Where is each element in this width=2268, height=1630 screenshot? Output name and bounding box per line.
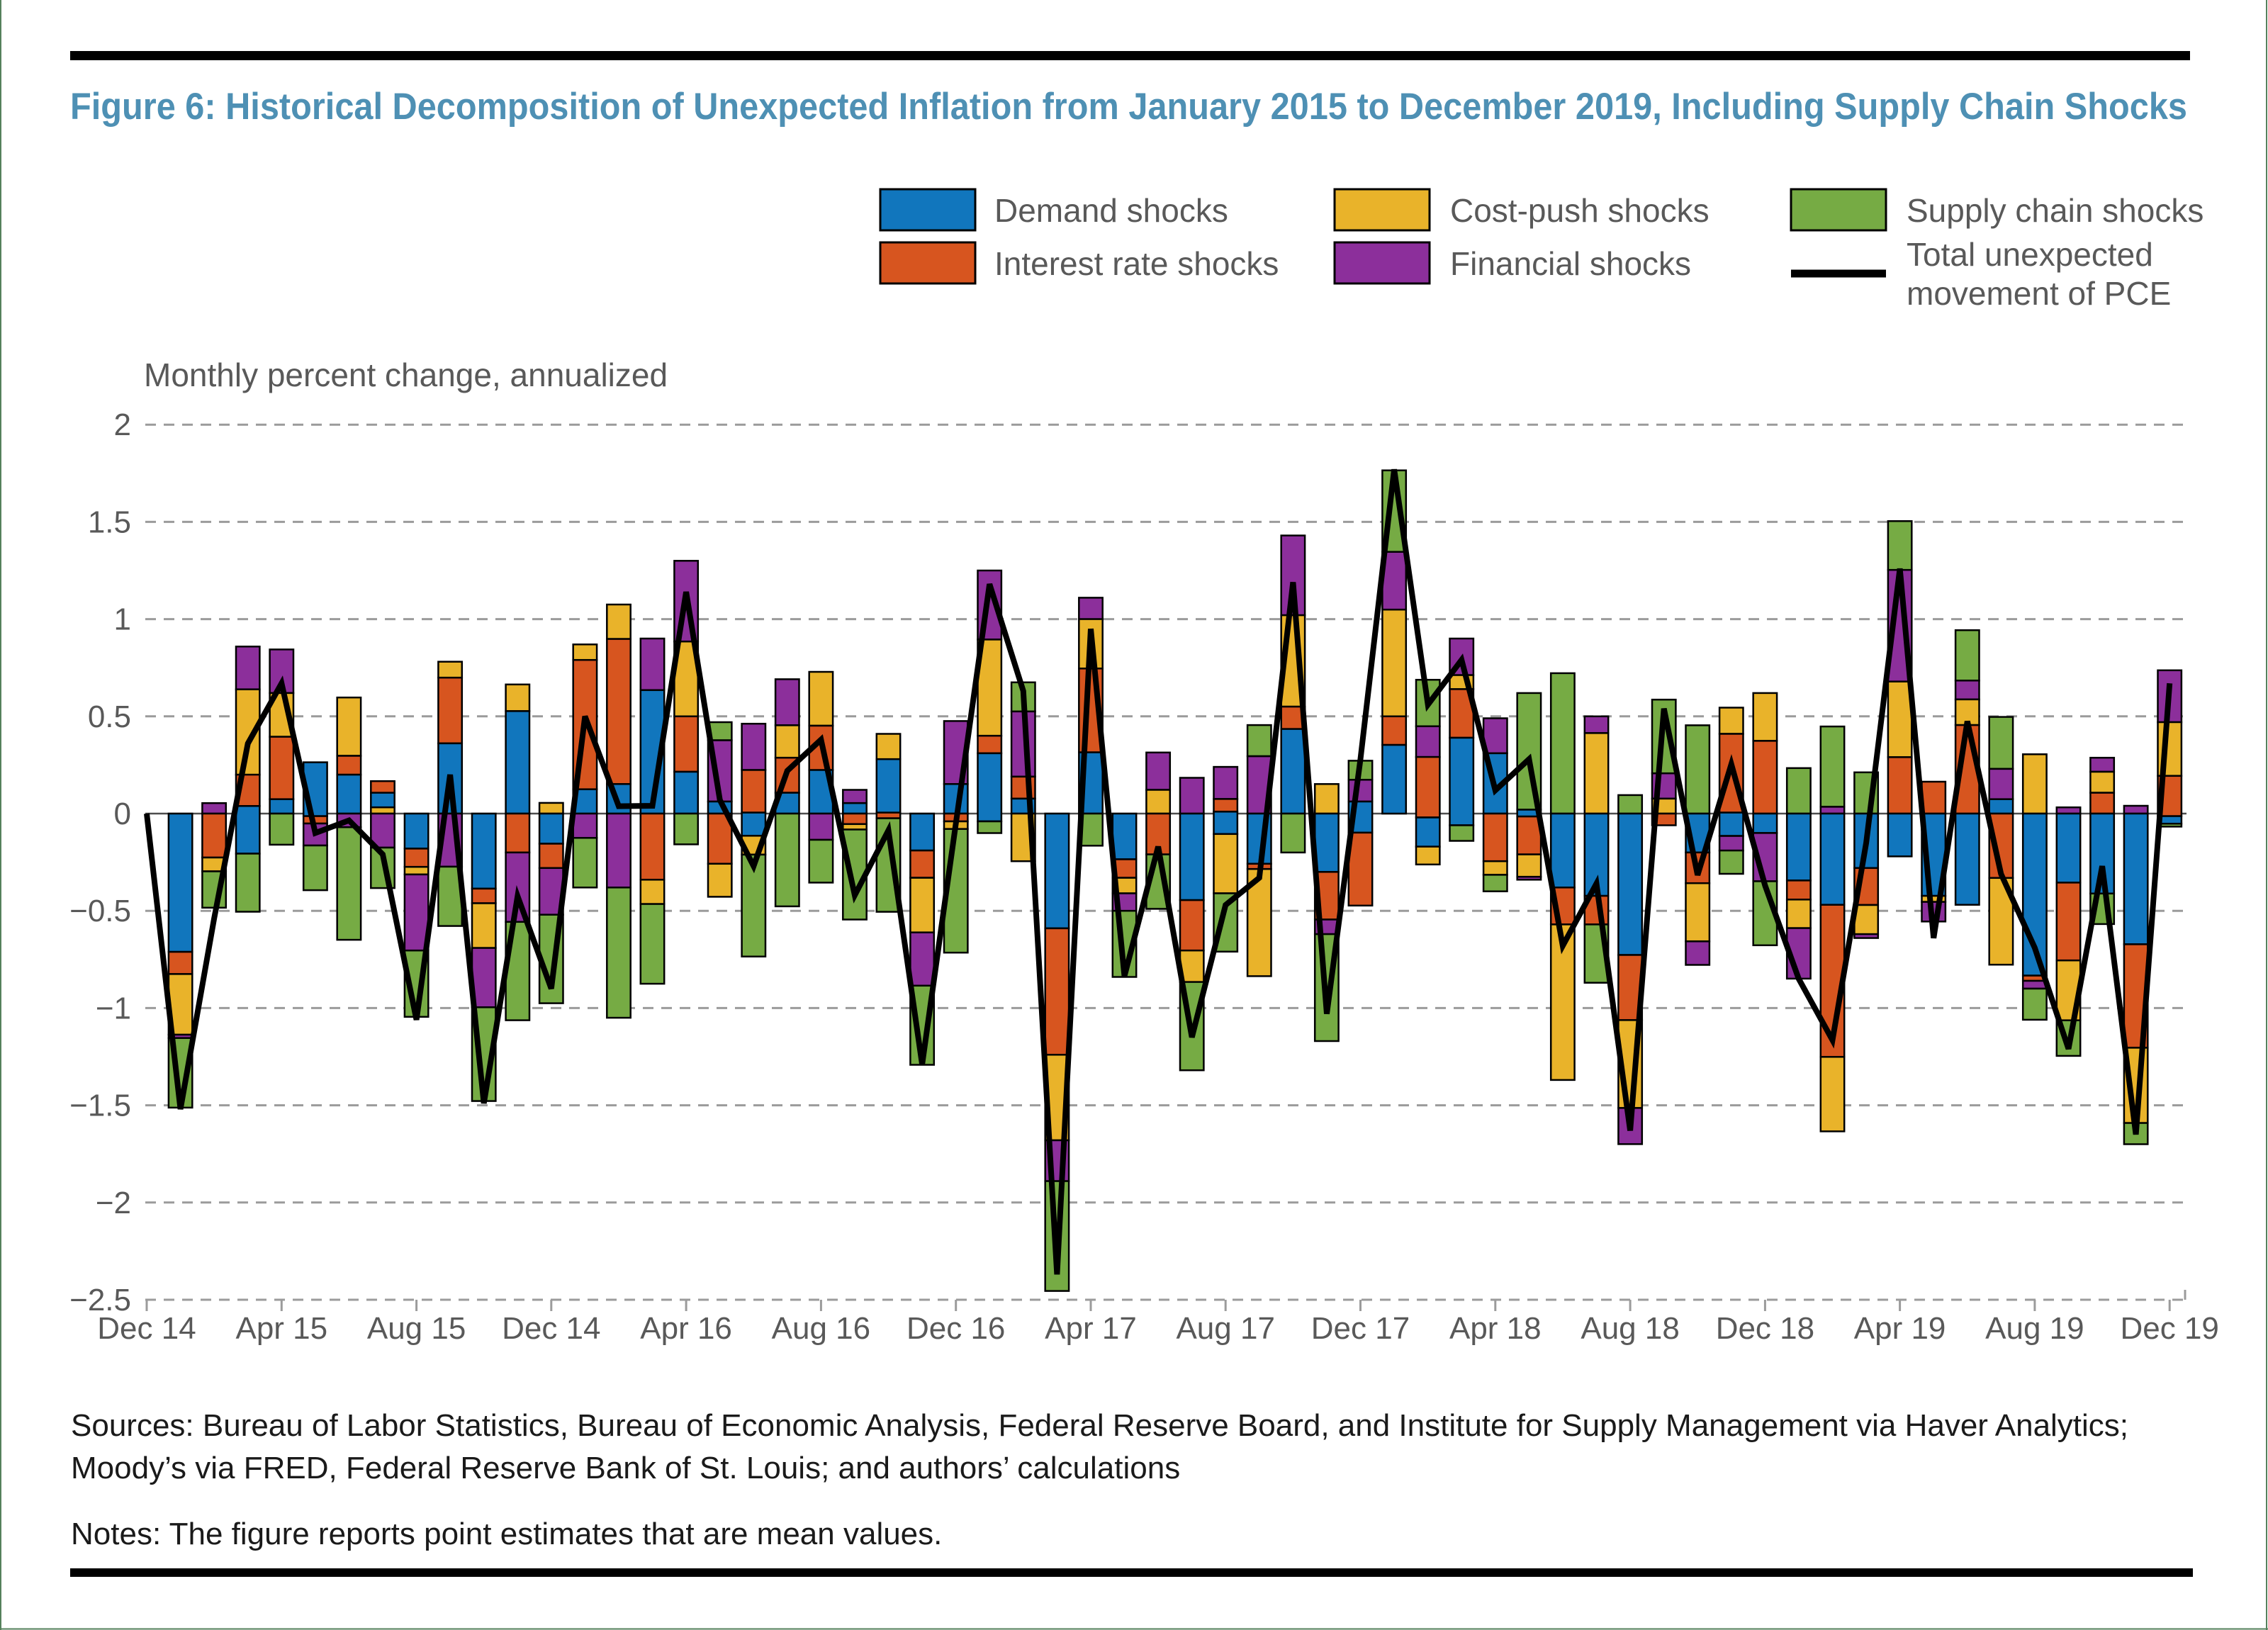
svg-text:Dec 16: Dec 16 (906, 1311, 1005, 1346)
svg-text:−1: −1 (96, 991, 131, 1025)
svg-text:Demand shocks: Demand shocks (994, 192, 1228, 229)
svg-text:Dec 14: Dec 14 (502, 1311, 600, 1346)
svg-text:1: 1 (114, 602, 131, 637)
svg-text:−0.5: −0.5 (69, 894, 131, 928)
svg-text:−2: −2 (96, 1186, 131, 1220)
svg-text:Apr 19: Apr 19 (1854, 1311, 1946, 1346)
svg-text:Aug 19: Aug 19 (1985, 1311, 2084, 1346)
svg-text:Aug 16: Aug 16 (772, 1311, 870, 1346)
svg-text:0: 0 (114, 797, 131, 831)
svg-text:Aug 15: Aug 15 (367, 1311, 466, 1346)
svg-text:Financial shocks: Financial shocks (1450, 245, 1691, 282)
svg-text:Figure 6: Historical Decomposi: Figure 6: Historical Decomposition of Un… (70, 86, 2187, 128)
svg-text:movement of PCE: movement of PCE (1907, 275, 2171, 312)
svg-text:Dec 18: Dec 18 (1716, 1311, 1814, 1346)
svg-text:Aug 18: Aug 18 (1581, 1311, 1679, 1346)
svg-text:−2.5: −2.5 (69, 1283, 131, 1317)
svg-text:Total unexpected: Total unexpected (1907, 236, 2153, 273)
svg-text:2: 2 (114, 408, 131, 442)
svg-text:Aug 17: Aug 17 (1176, 1311, 1274, 1346)
svg-text:Apr 15: Apr 15 (235, 1311, 327, 1346)
svg-text:Interest rate shocks: Interest rate shocks (994, 245, 1279, 282)
svg-text:Apr 17: Apr 17 (1045, 1311, 1137, 1346)
svg-text:Notes: The figure reports poin: Notes: The figure reports point estimate… (71, 1517, 942, 1551)
svg-text:Apr 16: Apr 16 (640, 1311, 732, 1346)
svg-text:0.5: 0.5 (88, 699, 131, 734)
svg-text:Monthly percent change, annual: Monthly percent change, annualized (144, 356, 668, 393)
svg-text:Moody’s via FRED, Federal Rese: Moody’s via FRED, Federal Reserve Bank o… (71, 1451, 1180, 1485)
svg-text:Sources: Bureau of Labor Stati: Sources: Bureau of Labor Statistics, Bur… (71, 1408, 2128, 1443)
svg-text:Supply chain shocks: Supply chain shocks (1907, 192, 2204, 229)
svg-text:Dec 14: Dec 14 (97, 1311, 196, 1346)
svg-text:Apr 18: Apr 18 (1449, 1311, 1542, 1346)
svg-text:Dec 19: Dec 19 (2120, 1311, 2218, 1346)
svg-text:Dec 17: Dec 17 (1311, 1311, 1410, 1346)
svg-text:Cost-push shocks: Cost-push shocks (1450, 192, 1710, 229)
svg-text:−1.5: −1.5 (69, 1089, 131, 1123)
svg-text:1.5: 1.5 (88, 505, 131, 539)
